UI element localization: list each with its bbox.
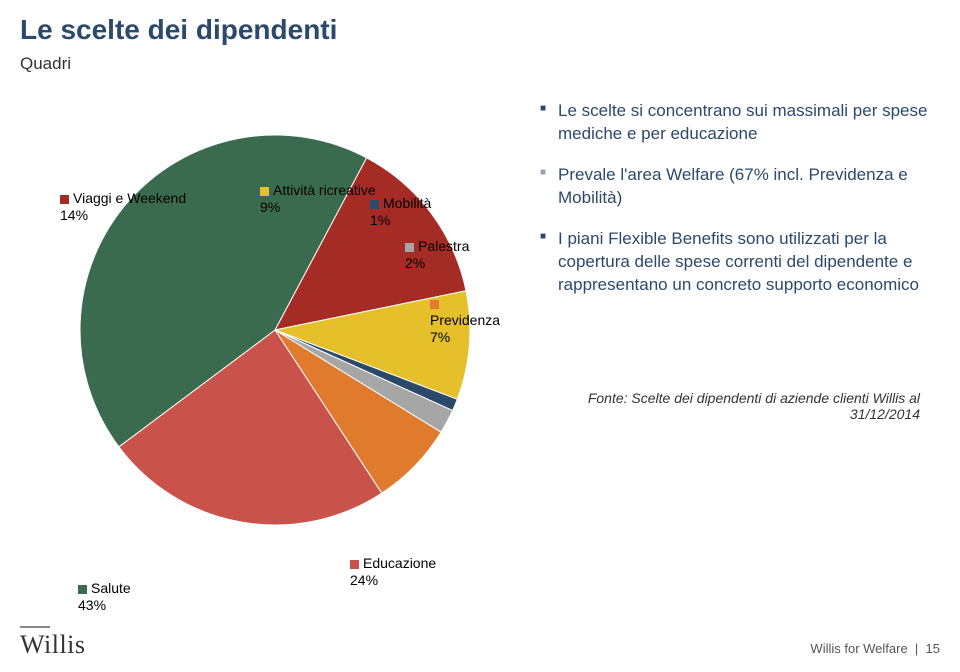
legend-swatch: [78, 585, 87, 594]
footer-pagination: Willis for Welfare | 15: [810, 641, 940, 656]
pie-label: Attività ricreative9%: [260, 182, 376, 216]
pie-label-text: Attività ricreative9%: [260, 182, 376, 215]
bullet-list: Le scelte si concentrano sui massimali p…: [540, 100, 940, 315]
legend-swatch: [430, 300, 439, 309]
brand-logo: Willis: [20, 630, 86, 660]
pie-label: Palestra2%: [405, 238, 469, 272]
pie-label-text: Viaggi e Weekend14%: [60, 190, 186, 223]
page-subtitle: Quadri: [0, 46, 960, 74]
footer-text: Willis for Welfare: [810, 641, 907, 656]
pie-label-text: Previdenza7%: [430, 312, 500, 345]
pie-label: Viaggi e Weekend14%: [60, 190, 186, 224]
pie-label-text: Palestra2%: [405, 238, 469, 271]
pie-chart: Viaggi e Weekend14% Attività ricreative9%…: [30, 90, 510, 570]
footer-page: 15: [926, 641, 940, 656]
pie-label: Salute43%: [78, 580, 131, 614]
page-title: Le scelte dei dipendenti: [0, 0, 960, 46]
source-note: Fonte: Scelte dei dipendenti di aziende …: [560, 390, 920, 422]
logo-rule: [20, 626, 50, 628]
legend-swatch: [260, 187, 269, 196]
bullet-item: I piani Flexible Benefits sono utilizzat…: [540, 228, 940, 297]
pie-label: Educazione24%: [350, 555, 436, 589]
bullet-item: Le scelte si concentrano sui massimali p…: [540, 100, 940, 146]
pie-label-text: Mobilità1%: [370, 195, 431, 228]
pie-label-text: Educazione24%: [350, 555, 436, 588]
legend-swatch: [370, 200, 379, 209]
pie-label: Mobilità1%: [370, 195, 431, 229]
legend-swatch: [60, 195, 69, 204]
legend-swatch: [350, 560, 359, 569]
bullet-item: Prevale l'area Welfare (67% incl. Previd…: [540, 164, 940, 210]
pie-label: Previdenza7%: [430, 295, 510, 345]
legend-swatch: [405, 243, 414, 252]
